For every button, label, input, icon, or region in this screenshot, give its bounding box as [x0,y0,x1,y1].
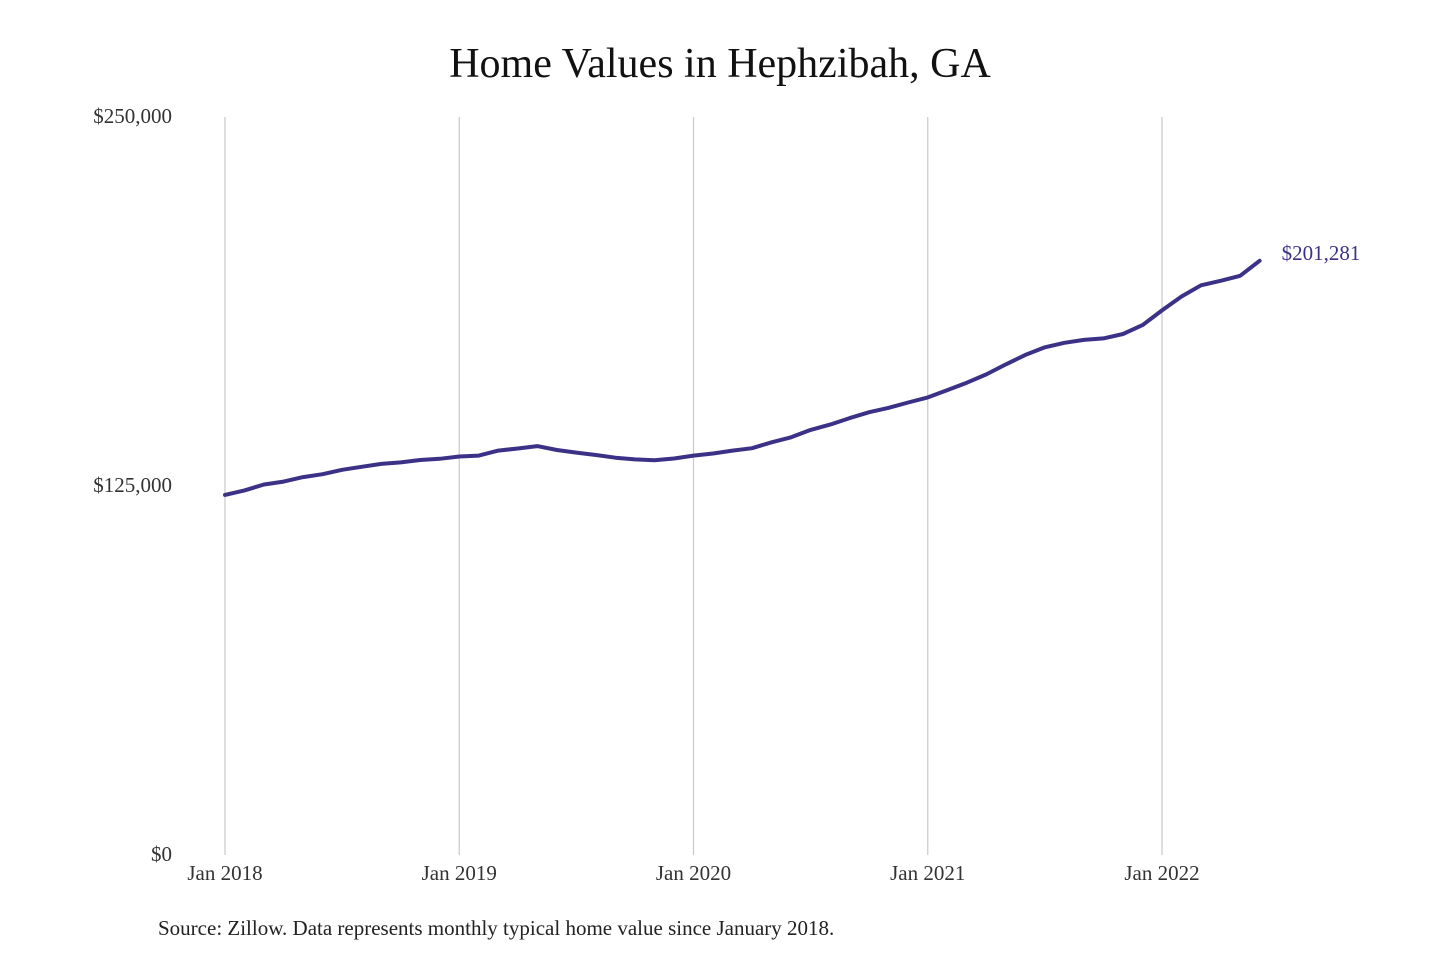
x-tick-label: Jan 2020 [656,861,731,885]
x-axis-ticks: Jan 2018 Jan 2019 Jan 2020 Jan 2021 Jan 2022 [187,861,1199,885]
gridlines [224,117,1163,855]
source-note: Source: Zillow. Data represents monthly … [158,916,835,940]
x-tick-label: Jan 2021 [890,861,965,885]
x-tick-label: Jan 2018 [187,861,262,885]
x-tick-label: Jan 2019 [422,861,497,885]
series-layer [223,258,1262,497]
y-tick-label: $125,000 [93,473,172,497]
chart-title: Home Values in Hephzibah, GA [449,41,991,87]
data-labels: $201,281 [1282,241,1361,265]
y-tick-label: $0 [151,842,172,866]
y-tick-label: $250,000 [93,104,172,128]
end-value-label: $201,281 [1282,241,1361,265]
series-line [223,258,1262,497]
x-tick-label: Jan 2022 [1124,861,1199,885]
y-axis-ticks: $0 $125,000 $250,000 [93,104,172,866]
